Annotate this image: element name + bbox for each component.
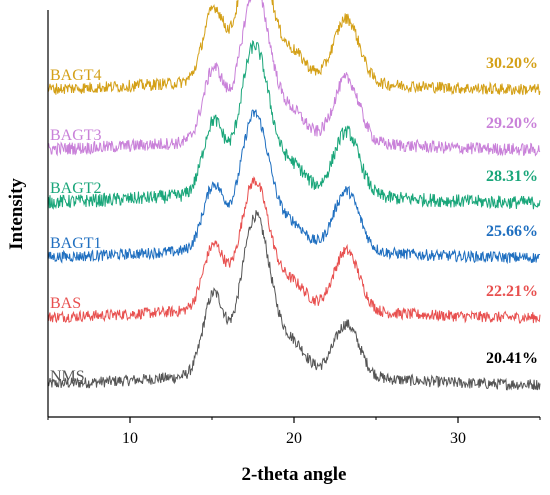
crystallinity-label: 20.41%	[486, 350, 538, 367]
x-axis-title: 2-theta angle	[241, 464, 346, 485]
crystallinity-label: 22.21%	[486, 283, 538, 300]
series-line-nms	[47, 210, 541, 391]
series-line-bagt3	[47, 0, 541, 157]
crystallinity-label: 30.20%	[486, 55, 538, 72]
series-layer	[47, 0, 541, 391]
series-line-bagt1	[47, 109, 541, 265]
series-line-bas	[47, 175, 541, 324]
series-name-label: NMS	[50, 368, 85, 385]
series-name-label: BAGT3	[50, 127, 102, 144]
series-name-label: BAS	[50, 295, 81, 312]
x-tick-label: 30	[450, 430, 466, 447]
crystallinity-label: 28.31%	[486, 168, 538, 185]
x-tick-layer: 10 20 30	[47, 417, 541, 447]
crystallinity-label: 25.66%	[486, 223, 538, 240]
crystallinity-label: 29.20%	[486, 115, 538, 132]
x-tick-label: 20	[286, 430, 302, 447]
series-label-layer: NMS 20.41% BAS 22.21% BAGT1 25.66% BAGT2 28.31%…	[50, 55, 538, 385]
series-name-label: BAGT2	[50, 180, 102, 197]
axes-layer	[47, 10, 540, 418]
series-line-bagt2	[47, 39, 541, 210]
x-tick-label: 10	[122, 430, 138, 447]
series-line-bagt4	[47, 0, 541, 96]
series-name-label: BAGT4	[50, 67, 102, 84]
series-name-label: BAGT1	[50, 235, 102, 252]
y-axis-title: Intensity	[6, 178, 27, 250]
